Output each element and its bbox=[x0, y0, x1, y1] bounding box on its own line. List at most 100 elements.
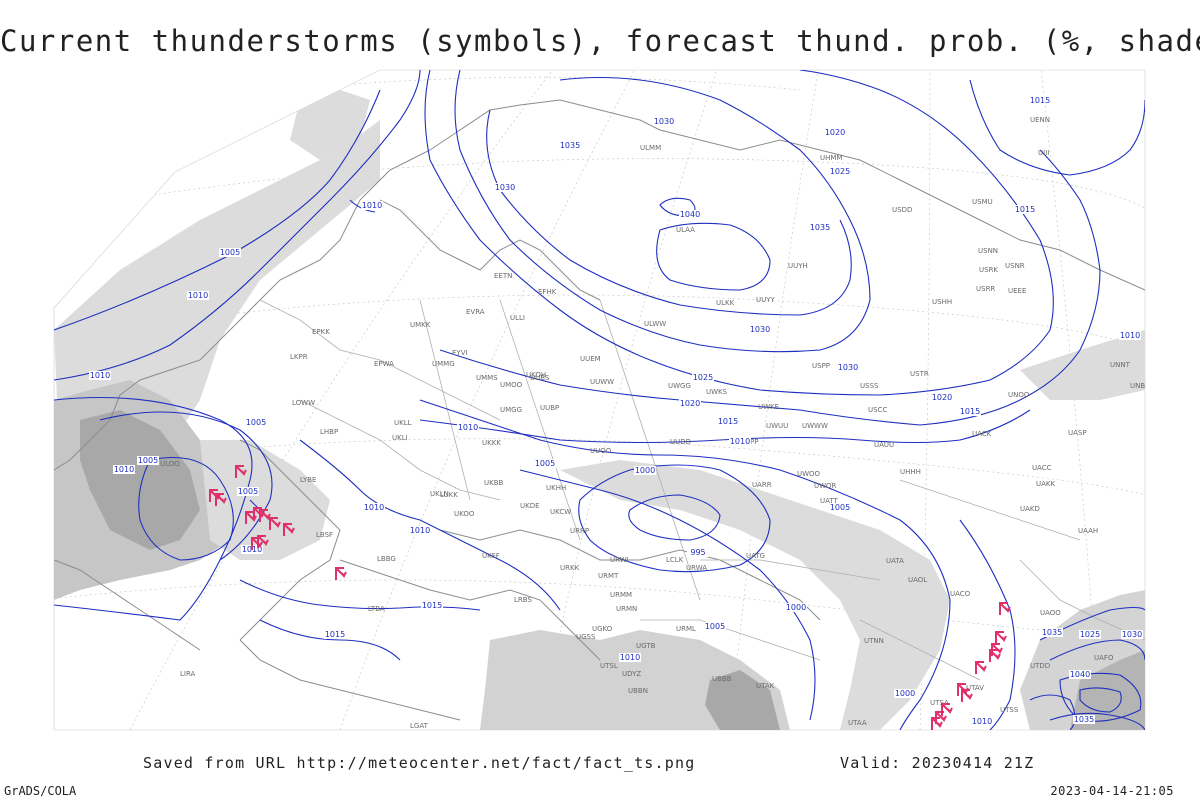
isobar-label: 1005 bbox=[238, 487, 258, 496]
station-label: EVRA bbox=[466, 308, 485, 316]
isobar-label: 1010 bbox=[458, 423, 478, 432]
station-label: USRK bbox=[979, 266, 998, 274]
station-label: UWUU bbox=[766, 422, 788, 430]
station-label: UAAH bbox=[1078, 527, 1098, 535]
station-label: ULKK bbox=[716, 299, 735, 307]
station-label: UACK bbox=[972, 430, 992, 438]
station-label: UWWW bbox=[802, 422, 828, 430]
isobar-label: 1025 bbox=[693, 373, 713, 382]
station-label: UWKE bbox=[758, 403, 779, 411]
station-label: UUBP bbox=[540, 404, 559, 412]
station-label: ULOO bbox=[160, 460, 180, 468]
station-label: UARR bbox=[752, 481, 772, 489]
station-label: USHH bbox=[932, 298, 952, 306]
station-label: USCC bbox=[868, 406, 887, 414]
station-label: URKK bbox=[560, 564, 580, 572]
isobar-label: 1035 bbox=[810, 223, 830, 232]
station-label: URMM bbox=[610, 591, 632, 599]
isobar-label: 1000 bbox=[786, 603, 806, 612]
isobar-label: 1005 bbox=[830, 503, 850, 512]
isobar-label: 1015 bbox=[960, 407, 980, 416]
isobar-label: 1035 bbox=[1042, 628, 1062, 637]
station-label: UMKK bbox=[410, 321, 431, 329]
isobar-label: 1010 bbox=[972, 717, 992, 726]
station-label: UHHH bbox=[900, 468, 921, 476]
isobar-label: 1025 bbox=[830, 167, 850, 176]
station-label: UKOH bbox=[526, 371, 546, 379]
isobar-label: 1015 bbox=[422, 601, 442, 610]
isobar-label: 1030 bbox=[495, 183, 515, 192]
station-label: USNR bbox=[1005, 262, 1025, 270]
station-label: UASP bbox=[1068, 429, 1087, 437]
station-label: UMMG bbox=[432, 360, 455, 368]
isobar-label: 1000 bbox=[895, 689, 915, 698]
station-label: UACC bbox=[1032, 464, 1052, 472]
station-label: URMT bbox=[598, 572, 619, 580]
station-label: UATT bbox=[820, 497, 839, 505]
station-label: UNBB bbox=[1130, 382, 1150, 390]
station-label: UUOO bbox=[590, 447, 612, 455]
isobar-label: 1015 bbox=[325, 630, 345, 639]
station-label: EYVI bbox=[452, 349, 468, 357]
station-label: UUYY bbox=[756, 296, 776, 304]
station-label: USNN bbox=[978, 247, 998, 255]
station-label: URML bbox=[676, 625, 696, 633]
station-label: UMOO bbox=[500, 381, 523, 389]
station-label: UBBB bbox=[712, 675, 732, 683]
valid-time-text: Valid: 20230414 21Z bbox=[840, 754, 1035, 772]
station-label: UTAA bbox=[848, 719, 867, 727]
station-label: USMU bbox=[972, 198, 993, 206]
station-label: UAOL bbox=[908, 576, 927, 584]
station-label: UKDE bbox=[520, 502, 540, 510]
isobar-label: 1030 bbox=[838, 363, 858, 372]
station-label: LGAT bbox=[410, 722, 429, 730]
isobar-label: 1035 bbox=[1074, 715, 1094, 724]
isobar-label: 1010 bbox=[114, 465, 134, 474]
station-label: ULLI bbox=[510, 314, 525, 322]
isobar-label: 1030 bbox=[654, 117, 674, 126]
station-label: UUYH bbox=[788, 262, 808, 270]
map-title: Current thunderstorms (symbols), forecas… bbox=[0, 24, 1200, 58]
station-labels: ULAA ULMM UUYH ULKK UUYY USHH ULWW USPP USSS USCC… bbox=[160, 116, 1150, 730]
station-label: UTSS bbox=[1000, 706, 1019, 714]
station-label: UBBN bbox=[628, 687, 648, 695]
station-label: ULAA bbox=[676, 226, 695, 234]
station-label: LCLK bbox=[666, 556, 684, 564]
station-label: UENN bbox=[1030, 116, 1050, 124]
source-url-text: Saved from URL http://meteocenter.net/fa… bbox=[143, 754, 696, 772]
station-label: LKPR bbox=[290, 353, 308, 361]
station-label: ULMM bbox=[640, 144, 661, 152]
station-label: UTNN bbox=[864, 637, 884, 645]
station-label: USRR bbox=[976, 285, 995, 293]
station-label: UGTB bbox=[636, 642, 656, 650]
isobars bbox=[54, 70, 1145, 730]
station-label: LBSF bbox=[316, 531, 333, 539]
station-label: LHBP bbox=[320, 428, 338, 436]
station-label: UUWW bbox=[590, 378, 614, 386]
station-label: UNOO bbox=[1008, 391, 1030, 399]
station-label: URWI bbox=[610, 556, 629, 564]
station-label: URRP bbox=[570, 527, 589, 535]
isobar-label: 1015 bbox=[1015, 205, 1035, 214]
isobar-label: 1005 bbox=[138, 456, 158, 465]
station-label: UTSA bbox=[930, 699, 949, 707]
isobar-label: 1040 bbox=[680, 210, 700, 219]
station-label: UTAK bbox=[756, 682, 775, 690]
isobar-label: 1015 bbox=[1030, 96, 1050, 105]
station-label: UKCW bbox=[550, 508, 571, 516]
generation-timestamp: 2023-04-14-21:05 bbox=[1050, 784, 1174, 798]
isobar-label: 1035 bbox=[560, 141, 580, 150]
isobar-label: 1010 bbox=[188, 291, 208, 300]
station-label: LBBG bbox=[377, 555, 396, 563]
isobar-label: 1020 bbox=[825, 128, 845, 137]
station-label: UHMM bbox=[820, 154, 842, 162]
isobar-label: 1020 bbox=[680, 399, 700, 408]
station-label: LOWW bbox=[292, 399, 315, 407]
isobar-label: 1010 bbox=[1120, 331, 1140, 340]
station-label: UUEM bbox=[580, 355, 601, 363]
station-label: UKLI bbox=[392, 434, 408, 442]
station-label: UDYZ bbox=[622, 670, 641, 678]
isobar-label: 1030 bbox=[750, 325, 770, 334]
isobar-label: 1020 bbox=[932, 393, 952, 402]
